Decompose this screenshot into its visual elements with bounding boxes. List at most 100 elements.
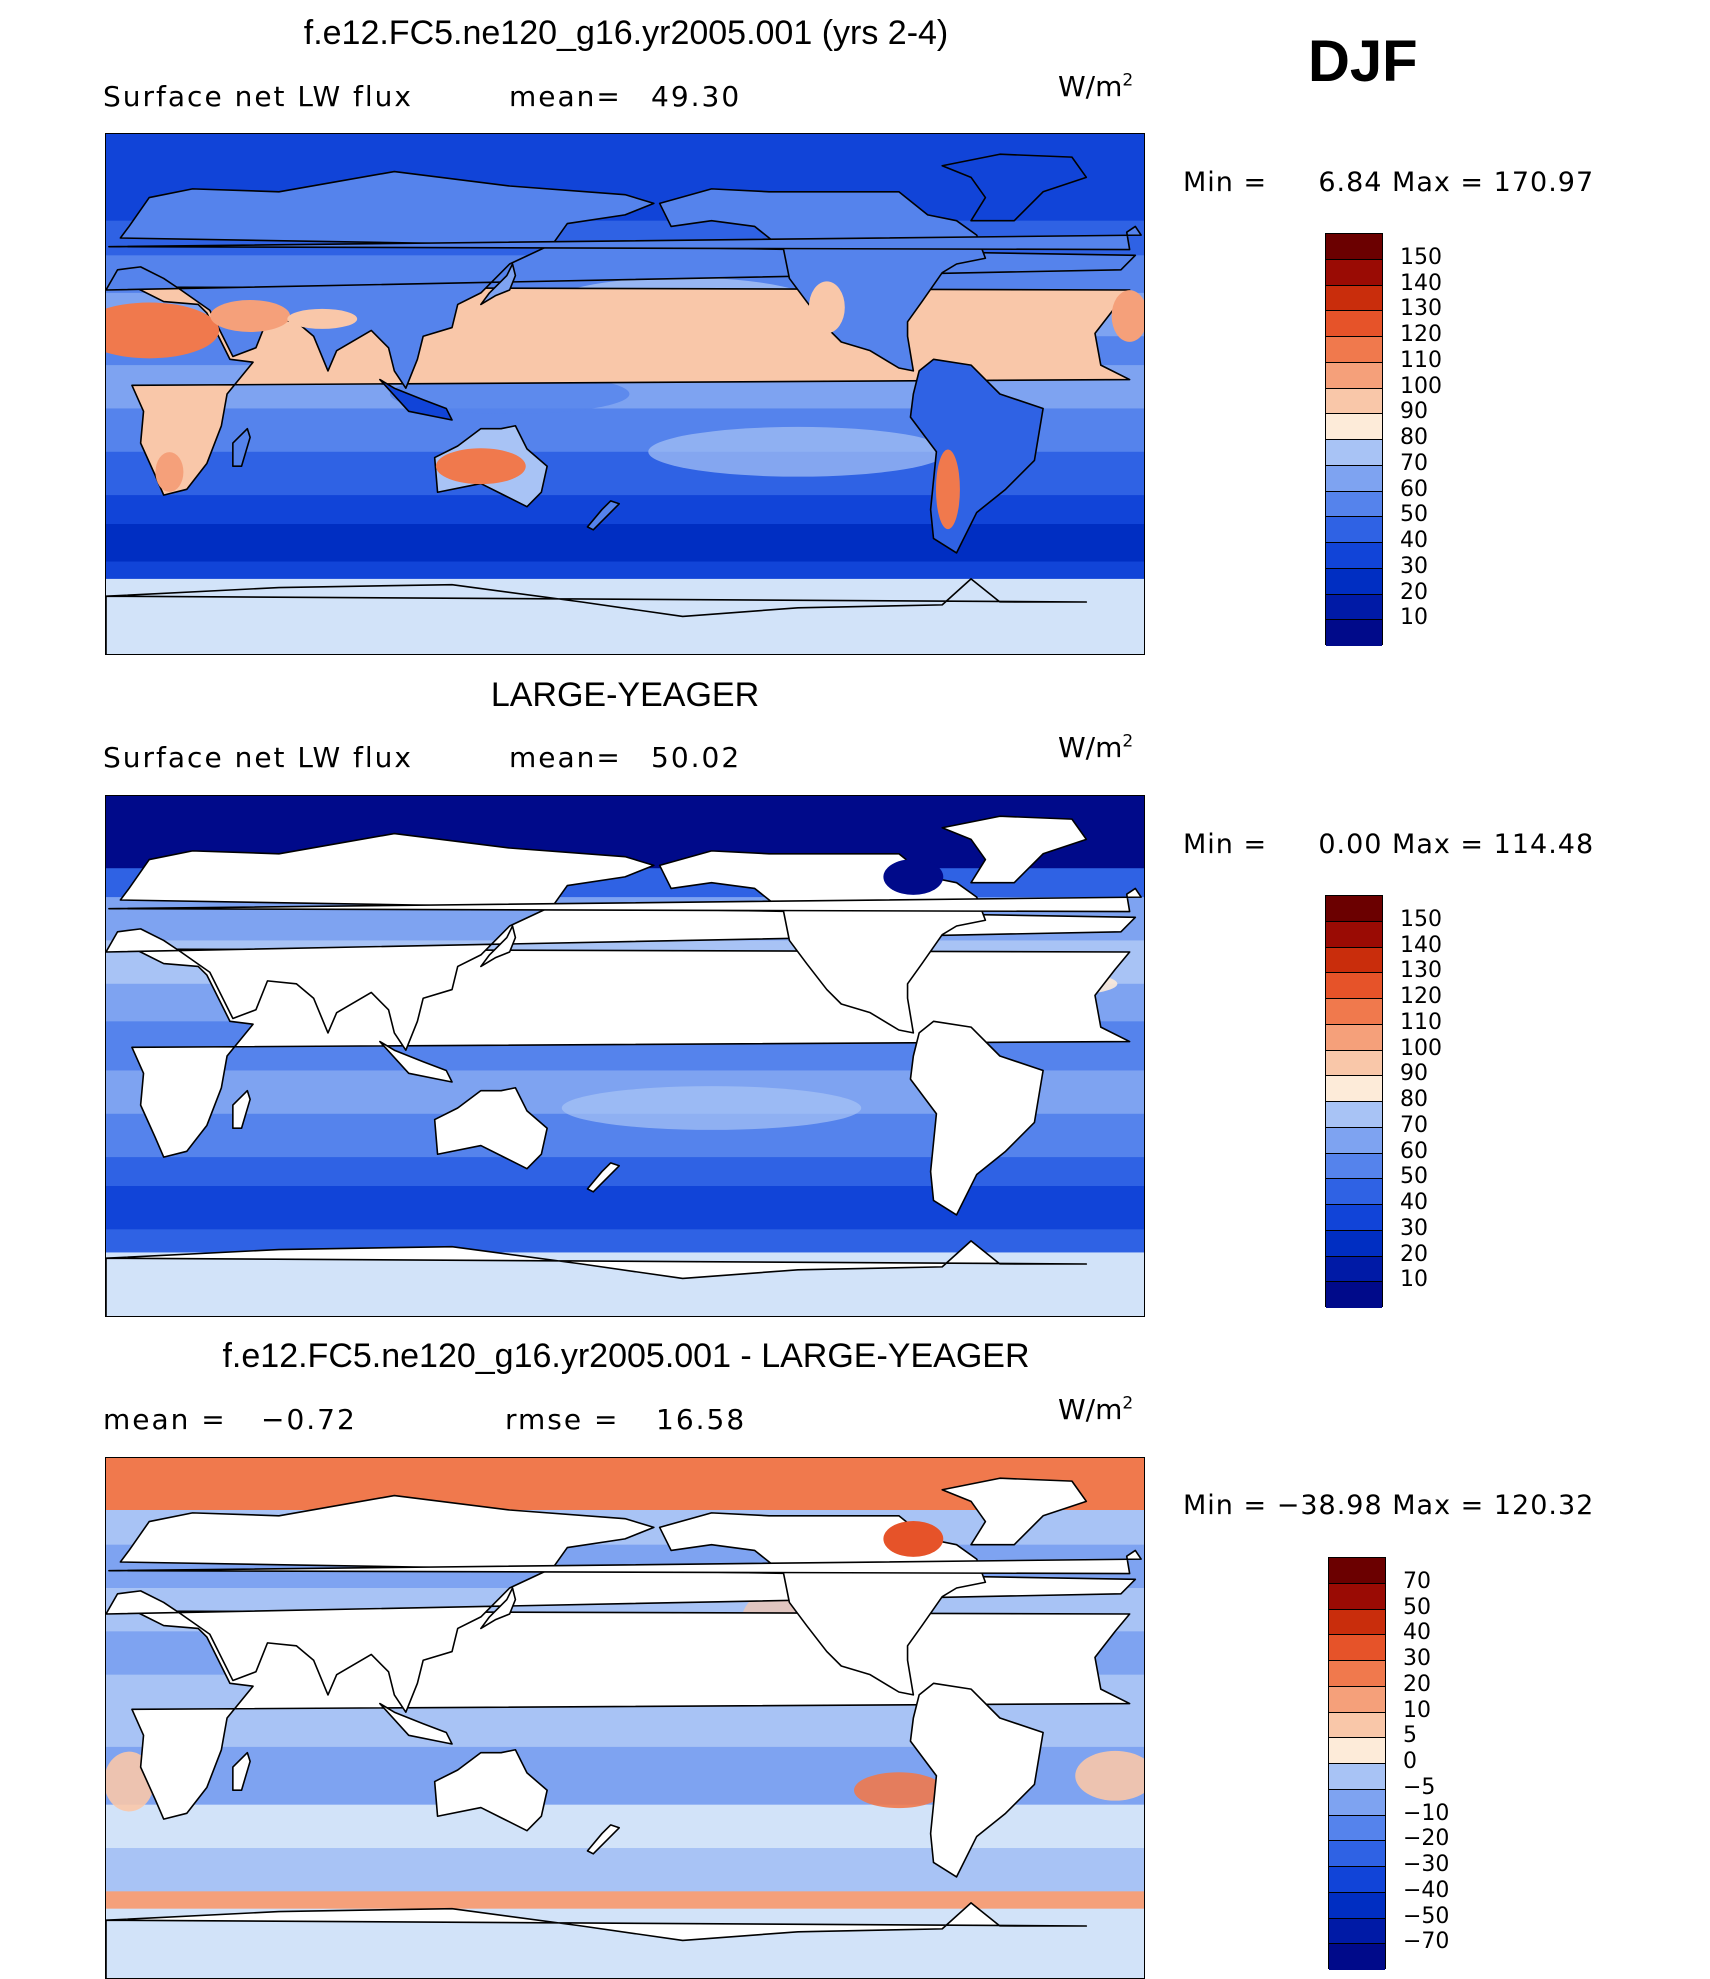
- legend-level-label: −40: [1403, 1877, 1450, 1903]
- landmass-eurasia: [106, 832, 1137, 1052]
- legend-swatch: [1326, 414, 1382, 440]
- landmass-uk: [108, 887, 1142, 913]
- legend-swatch: [1326, 259, 1382, 286]
- legend-swatch: [1329, 1712, 1385, 1739]
- landmass-japan: [480, 263, 517, 306]
- legend-swatch: [1329, 1944, 1385, 1970]
- panel-2-min-label: Min =: [1183, 829, 1268, 860]
- legend-swatch: [1326, 285, 1382, 312]
- legend-level-label: 120: [1400, 984, 1442, 1009]
- landmass-antarctica: [106, 1240, 1088, 1316]
- legend-swatch: [1326, 1127, 1382, 1154]
- landmass-namerica: [658, 850, 987, 1034]
- legend-level-label: 70: [1400, 450, 1428, 476]
- legend-level-label: 50: [1400, 502, 1428, 528]
- legend-level-label: 10: [1400, 605, 1428, 631]
- landmass-japan: [480, 1587, 517, 1630]
- panel-3-min-value: −38.98: [1276, 1490, 1383, 1521]
- landmass-indonesia: [379, 378, 453, 421]
- panel-2-mean-label: mean=: [509, 741, 622, 774]
- legend-swatch: [1326, 1076, 1382, 1102]
- legend-level-label: 40: [1403, 1620, 1431, 1646]
- legend-swatch: [1329, 1789, 1385, 1816]
- legend-level-label: 80: [1400, 425, 1428, 450]
- legend-swatch: [1326, 234, 1382, 260]
- panel-3-title: f.e12.FC5.ne120_g16.yr2005.001 - LARGE-Y…: [222, 1337, 1030, 1375]
- legend-level-label: 50: [1403, 1594, 1431, 1620]
- landmass-greenland: [941, 815, 1088, 884]
- legend-swatch: [1329, 1609, 1385, 1636]
- panel-3-min-max: Min = −38.98 Max = 120.32: [1183, 1490, 1594, 1521]
- panel-1-mean-label: mean=: [509, 80, 622, 113]
- landmass-uk: [108, 1549, 1142, 1575]
- legend-level-label: 10: [1400, 1267, 1428, 1293]
- panel-3-map: [105, 1457, 1145, 1979]
- landmass-namerica: [658, 188, 987, 372]
- legend-level-label: 60: [1400, 476, 1428, 502]
- legend-level-label: 5: [1403, 1723, 1417, 1749]
- landmass-namerica: [658, 1512, 987, 1696]
- panel-2-title: LARGE-YEAGER: [490, 676, 760, 714]
- landmass-samerica: [909, 1020, 1044, 1216]
- season-label: DJF: [1308, 29, 1418, 94]
- legend-swatch: [1329, 1918, 1385, 1945]
- panel-2-variable-label: Surface net LW flux: [103, 741, 413, 774]
- landmass-eurasia: [106, 1494, 1137, 1714]
- legend-swatch: [1326, 491, 1382, 518]
- legend-swatch: [1326, 896, 1382, 922]
- panel-3-rmse-label: rmse =: [505, 1403, 620, 1436]
- panel-2-map: [105, 795, 1145, 1317]
- legend-swatch: [1326, 311, 1382, 337]
- legend-swatch: [1326, 999, 1382, 1025]
- panel-1-max-value: 170.97: [1493, 167, 1595, 198]
- legend-swatch: [1326, 568, 1382, 595]
- legend-level-label: 110: [1400, 347, 1442, 373]
- legend-swatch: [1326, 620, 1382, 646]
- landmass-greenland: [941, 1477, 1088, 1546]
- legend-swatch: [1329, 1661, 1385, 1687]
- landmass-australia: [433, 1086, 548, 1170]
- legend-swatch: [1329, 1764, 1385, 1790]
- legend-level-label: 90: [1400, 399, 1428, 425]
- legend-level-label: 100: [1400, 1035, 1442, 1061]
- legend-swatch: [1329, 1841, 1385, 1867]
- legend-level-label: 140: [1400, 270, 1442, 296]
- legend-level-label: 100: [1400, 373, 1442, 399]
- legend-level-label: 130: [1400, 296, 1442, 322]
- landmass-antarctica: [106, 1902, 1088, 1978]
- legend-level-label: 70: [1400, 1112, 1428, 1138]
- landmass-indonesia: [379, 1702, 453, 1745]
- panel-2-max-value: 114.48: [1493, 829, 1595, 860]
- legend-swatch: [1326, 440, 1382, 466]
- legend-swatch: [1326, 1282, 1382, 1308]
- landmass-australia: [433, 1748, 548, 1832]
- legend-level-label: −50: [1403, 1903, 1450, 1929]
- legend-level-label: 0: [1403, 1749, 1417, 1774]
- legend-swatch: [1326, 921, 1382, 948]
- panel-1-min-label: Min =: [1183, 167, 1268, 198]
- legend-level-label: 30: [1403, 1646, 1431, 1671]
- legend-level-label: −20: [1403, 1826, 1450, 1852]
- landmass-madagascar: [232, 1751, 251, 1792]
- legend-swatch: [1329, 1583, 1385, 1610]
- legend-level-label: 150: [1400, 244, 1442, 270]
- panel-2-color-legend: [1325, 895, 1383, 1308]
- legend-swatch: [1329, 1635, 1385, 1661]
- panel-1-units: W/m2: [1058, 70, 1134, 103]
- panel-2-units: W/m2: [1058, 731, 1134, 764]
- legend-swatch: [1326, 947, 1382, 974]
- legend-swatch: [1326, 362, 1382, 389]
- legend-swatch: [1326, 973, 1382, 999]
- legend-level-label: 20: [1400, 579, 1428, 605]
- legend-level-label: −10: [1403, 1800, 1450, 1826]
- panel-1-variable-label: Surface net LW flux: [103, 80, 413, 113]
- legend-swatch: [1326, 517, 1382, 543]
- panel-1-title: f.e12.FC5.ne120_g16.yr2005.001 (yrs 2-4): [303, 14, 949, 52]
- panel-3-mean-label: mean =: [103, 1403, 227, 1436]
- legend-swatch: [1326, 1179, 1382, 1205]
- legend-swatch: [1326, 543, 1382, 569]
- landmass-nz: [586, 500, 621, 531]
- panel-3-mean-value: −0.72: [261, 1403, 357, 1436]
- legend-level-label: −5: [1403, 1774, 1436, 1800]
- panel-2-mean-value: 50.02: [651, 741, 742, 774]
